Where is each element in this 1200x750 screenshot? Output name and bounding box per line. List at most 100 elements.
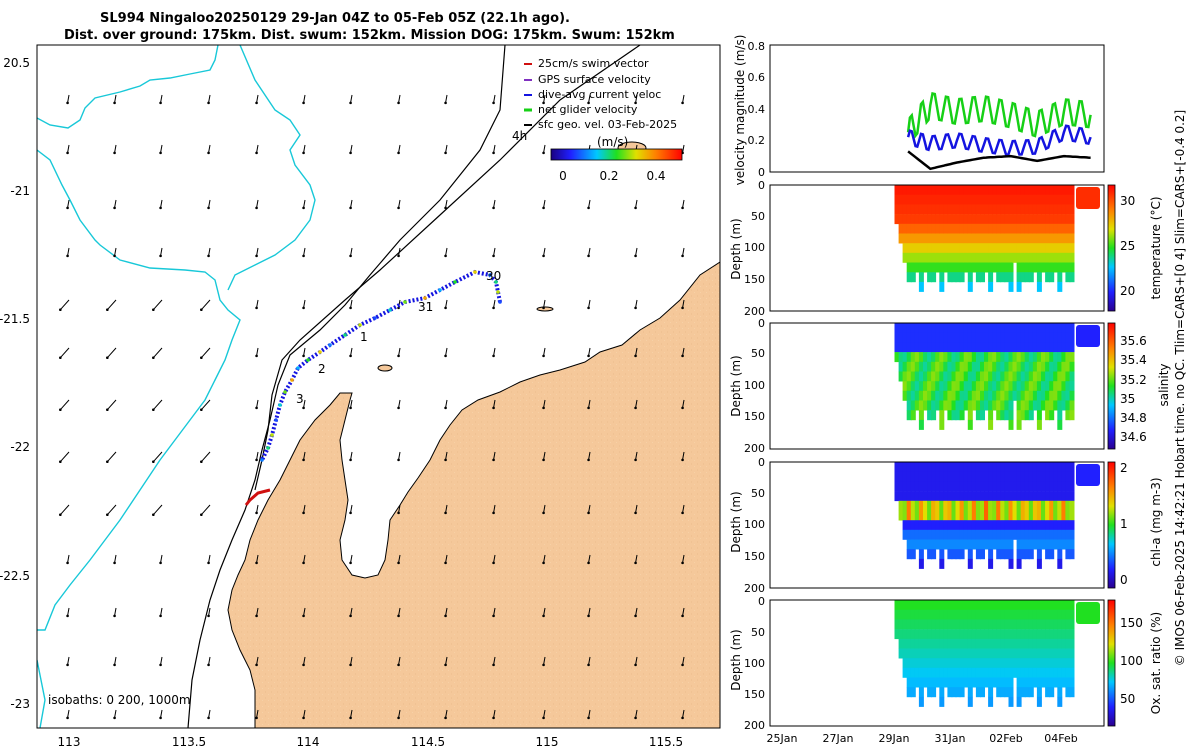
profile-cell (988, 381, 994, 392)
profile-cell (939, 410, 945, 421)
profile-cell (959, 194, 965, 205)
vector-head (159, 151, 162, 155)
profile-cell (1004, 262, 1010, 273)
profile-cell (1028, 500, 1034, 511)
profile-cell (931, 609, 937, 620)
profile-cell (988, 629, 994, 640)
profile-cell (906, 667, 912, 678)
profile-cell (1057, 419, 1063, 430)
profile-cell (971, 323, 977, 333)
profile-cell (980, 223, 985, 234)
vector-head (542, 406, 545, 410)
profile-cell (923, 500, 928, 511)
profile-cell (1057, 558, 1063, 569)
profile-cell (951, 252, 957, 263)
track-point (403, 300, 407, 304)
profile-cell (1016, 214, 1022, 225)
profile-cell (1036, 638, 1042, 649)
profile-cell (955, 194, 961, 205)
profile-cell (1065, 529, 1071, 540)
profile-cell (1045, 361, 1051, 372)
profile-cell (1032, 204, 1038, 215)
vector-head (681, 254, 684, 258)
profile-cell (1036, 529, 1042, 540)
vector-head (349, 306, 352, 310)
profile-cell (1041, 677, 1046, 688)
profile-cell (1036, 400, 1042, 411)
profile-cell (927, 194, 933, 205)
profile-cell (902, 491, 908, 502)
vector-arrow (588, 504, 591, 513)
lon-tick-label: 113.5 (172, 735, 206, 749)
profile-cell (906, 687, 912, 698)
profile-cell (1024, 332, 1030, 343)
vector-arrow (350, 399, 353, 408)
profile-cell (959, 638, 965, 649)
profile-cell (1045, 520, 1051, 531)
profile-cell (898, 462, 904, 472)
profile-cell (1041, 262, 1046, 273)
profile-cell (1057, 539, 1063, 550)
profile-cell (898, 638, 904, 649)
profile-cell (1024, 272, 1030, 283)
profile-cell (996, 549, 1002, 560)
profile-cell (935, 658, 941, 669)
profile-cell (1057, 677, 1063, 688)
colorbar-tick: 0 (559, 169, 567, 183)
profile-cell (1057, 223, 1063, 234)
profile-cell (1049, 361, 1055, 372)
profile-cell (959, 243, 965, 254)
profile-cell (996, 648, 1002, 659)
profile-cell (1069, 204, 1075, 215)
profile-cell (1049, 400, 1055, 411)
profile-cell (1061, 323, 1067, 333)
profile-cell (927, 243, 933, 254)
profile-cell (927, 400, 933, 411)
profile-cell (975, 204, 981, 215)
profile-cell (906, 342, 912, 353)
track-point (423, 296, 427, 300)
profile-cell (955, 323, 961, 333)
surface-velocity-vectors (59, 94, 685, 720)
profile-cell (1000, 609, 1006, 620)
profile-cell (947, 262, 953, 273)
vector-head (302, 614, 305, 618)
vector-arrow (682, 347, 685, 356)
profile-cell (984, 342, 989, 353)
profile-cell (967, 658, 973, 669)
profile-cell (1057, 520, 1063, 531)
profile-cell (980, 520, 985, 531)
profile-cell (918, 194, 924, 205)
profile-cell (1000, 500, 1006, 511)
profile-cell (971, 223, 977, 234)
vector-arrow (445, 709, 448, 718)
profile-cell (971, 471, 977, 482)
profile-cell (1057, 281, 1063, 292)
profile-cell (1012, 481, 1018, 492)
profile-cell (1057, 619, 1063, 630)
vector-head (302, 716, 305, 720)
profile-cell (1020, 410, 1026, 421)
profile-cell (1032, 658, 1038, 669)
profile-cell (980, 658, 985, 669)
profile-cell (931, 262, 937, 273)
profile-cell (1020, 629, 1026, 640)
colorbar-tick: 35.2 (1120, 373, 1147, 387)
vector-arrow (445, 247, 448, 256)
vector-arrow (493, 247, 496, 256)
profile-cell (931, 223, 937, 234)
profile-cell (910, 243, 916, 254)
profile-cell (1024, 361, 1030, 372)
profile-cell (1045, 629, 1051, 640)
profile-cell (939, 194, 945, 205)
profile-cell (931, 648, 937, 659)
profile-cell (1057, 332, 1063, 343)
profile-cell (1069, 500, 1075, 511)
profile-cell (943, 400, 949, 411)
profile-cell (963, 600, 969, 610)
profile-cell (1065, 520, 1071, 531)
profile-cell (951, 687, 957, 698)
profile-cell (980, 410, 985, 421)
profile-cell (931, 352, 937, 363)
profile-cell (1024, 658, 1030, 669)
